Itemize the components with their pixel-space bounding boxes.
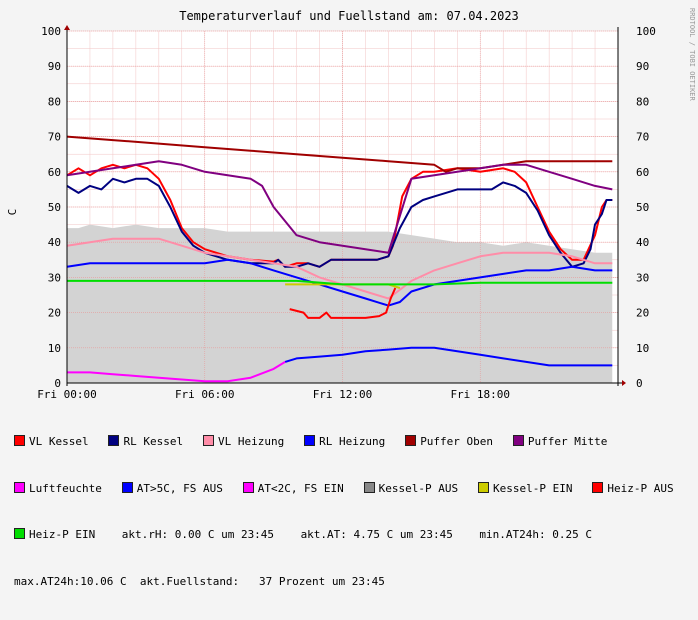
- legend-swatch: [363, 481, 375, 493]
- legend-swatch: [108, 435, 120, 446]
- series-line: [66, 258, 613, 307]
- y-tick-label-right: 20: [636, 307, 649, 320]
- legend-item: RL Kessel: [108, 434, 183, 450]
- legend-label: Puffer Oben: [420, 435, 494, 448]
- y-tick-label-right: 50: [636, 201, 649, 214]
- y-tick-label: 90: [48, 60, 61, 73]
- series-line: [289, 287, 397, 319]
- legend-item: VL Heizung: [202, 434, 285, 450]
- legend-item: Heiz-P EIN: [14, 527, 95, 543]
- y-tick-label: 80: [48, 95, 61, 108]
- series-line: [66, 135, 613, 173]
- legend-row-1: VL Kessel RL Kessel VL Heizung RL Heizun…: [14, 434, 694, 450]
- y-tick-label: 30: [48, 271, 61, 284]
- y-tick-label-right: 80: [636, 95, 649, 108]
- legend-item: AT>5C, FS AUS: [121, 481, 223, 497]
- legend-row-2: Luftfeuchte AT>5C, FS AUS AT<2C, FS EIN …: [14, 481, 694, 497]
- legend-item: VL Kessel: [14, 434, 89, 450]
- legend-label: VL Kessel: [29, 435, 89, 448]
- chart-window: Temperaturverlauf und Fuellstand am: 07.…: [6, 8, 696, 588]
- legend-item: Puffer Oben: [405, 434, 493, 450]
- legend-row-3: Heiz-P EIN akt.rH: 0.00 C um 23:45 akt.A…: [14, 527, 694, 543]
- legend-swatch: [202, 435, 214, 446]
- x-tick-label: Fri 06:00: [175, 388, 235, 401]
- legend-swatch: [121, 481, 133, 493]
- legend-swatch: [242, 481, 254, 493]
- stat-at: akt.AT: 4.75 C um 23:45: [300, 528, 453, 541]
- y-tick-label-right: 40: [636, 236, 649, 249]
- legend-item: AT<2C, FS EIN: [242, 481, 344, 497]
- y-tick-label: 70: [48, 131, 61, 144]
- legend-label: Kessel-P EIN: [493, 481, 573, 495]
- legend-item: Kessel-P EIN: [478, 481, 573, 497]
- chart-title: Temperaturverlauf und Fuellstand am: 07.…: [179, 9, 519, 23]
- y-tick-label-right: 100: [636, 25, 656, 38]
- chart-svg: Temperaturverlauf und Fuellstand am: 07.…: [6, 8, 696, 401]
- stat-max: max.AT24h:10.06 C: [14, 574, 127, 588]
- y-tick-label-right: 30: [636, 271, 649, 284]
- series-line: [67, 361, 286, 383]
- series-line: [66, 177, 613, 268]
- fuellstand-area: [67, 224, 613, 383]
- y-tick-label-right: 60: [636, 166, 649, 179]
- legend-item: RL Heizung: [304, 434, 385, 450]
- legend-label: Kessel-P AUS: [378, 481, 459, 495]
- legend-swatch: [478, 481, 490, 493]
- y-tick-label: 50: [48, 201, 61, 214]
- plot-area: 0 0 10 10 20 20 30 30 40 40 50 50 60 60 70 70 80 80 90 90 10…: [37, 25, 656, 401]
- stat-rh: akt.rH: 0.00 C um 23:45: [121, 528, 275, 541]
- series-line: [67, 279, 613, 286]
- x-axis-arrow: [622, 380, 626, 386]
- legend-label: Heiz-P EIN: [29, 528, 96, 541]
- legend-item: Luftfeuchte: [14, 481, 102, 497]
- legend-swatch: [14, 435, 25, 446]
- legend-label: VL Heizung: [217, 435, 285, 448]
- y-tick-label: 0: [54, 377, 61, 390]
- x-tick-label: Fri 00:00: [37, 388, 97, 401]
- y-tick-label: 60: [48, 166, 61, 179]
- legend-item: Heiz-P AUS: [592, 481, 674, 497]
- x-tick-label: Fri 18:00: [450, 388, 510, 401]
- y-tick-label-right: 0: [636, 377, 643, 390]
- legend-swatch: [405, 435, 417, 446]
- stat-fuellstand: akt.Fuellstand: 37 Prozent um 23:45: [139, 574, 385, 588]
- y-tick-label: 100: [41, 25, 61, 38]
- y-tick-label-right: 10: [636, 342, 649, 355]
- legend-label: RL Heizung: [319, 435, 386, 448]
- legend-swatch: [592, 481, 604, 493]
- rrdtool-credit: RRDTOOL / TOBI OETIKER: [688, 8, 696, 102]
- legend-label: AT<2C, FS EIN: [257, 481, 344, 495]
- legend: VL Kessel RL Kessel VL Heizung RL Heizun…: [14, 403, 694, 620]
- legend-swatch: [14, 481, 25, 493]
- legend-label: Puffer Mitte: [527, 435, 608, 448]
- y-tick-label-right: 70: [636, 131, 649, 144]
- series-line: [284, 346, 613, 367]
- y-tick-label: 10: [48, 342, 61, 355]
- legend-row-4: max.AT24h:10.06 C akt.Fuellstand: 37 Pro…: [14, 574, 694, 590]
- legend-label: Luftfeuchte: [29, 481, 102, 495]
- y-tick-label-right: 90: [636, 60, 649, 73]
- legend-swatch: [14, 528, 25, 539]
- y-tick-label: 40: [48, 236, 61, 249]
- y-axis-label: C: [6, 209, 19, 216]
- x-tick-label: Fri 12:00: [313, 388, 373, 401]
- stat-min: min.AT24h: 0.25 C: [479, 528, 592, 541]
- legend-label: Heiz-P AUS: [607, 481, 674, 495]
- legend-item: Puffer Mitte: [512, 434, 608, 450]
- legend-swatch: [512, 435, 524, 446]
- legend-item: Kessel-P AUS: [363, 481, 459, 497]
- series-line: [66, 160, 613, 254]
- legend-label: RL Kessel: [123, 435, 184, 448]
- y-axis-arrow: [64, 25, 70, 30]
- y-tick-label: 20: [48, 307, 61, 320]
- legend-swatch: [304, 435, 316, 446]
- legend-label: AT>5C, FS AUS: [136, 481, 223, 495]
